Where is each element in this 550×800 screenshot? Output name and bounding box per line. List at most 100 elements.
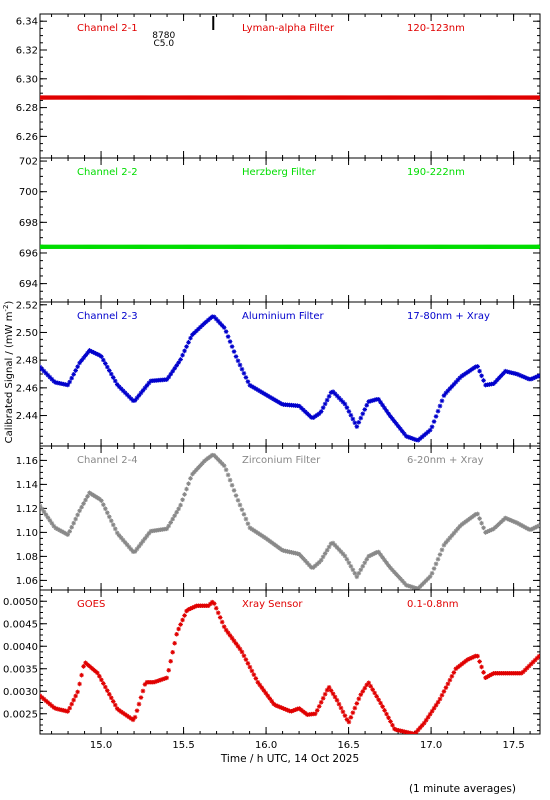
data-point (67, 379, 73, 385)
data-point (507, 517, 512, 522)
data-point (142, 682, 148, 687)
data-point (223, 627, 229, 633)
series-3 (40, 314, 540, 443)
data-point (249, 526, 255, 532)
data-point (178, 357, 183, 362)
data-point (457, 375, 463, 381)
data-point (497, 375, 502, 380)
data-point (475, 653, 480, 659)
data-point (421, 432, 427, 438)
data-point (279, 401, 284, 407)
data-point (435, 699, 441, 705)
data-point (299, 554, 304, 559)
data-point (481, 378, 486, 383)
filter-label: Herzberg Filter (242, 167, 317, 178)
data-point (275, 399, 280, 404)
data-point (255, 387, 261, 393)
data-point (400, 429, 405, 434)
data-point (413, 729, 419, 734)
data-point (275, 703, 280, 709)
data-point (192, 469, 197, 475)
data-point (364, 402, 370, 408)
data-point (477, 516, 482, 521)
data-point (463, 658, 469, 664)
data-point (217, 615, 223, 620)
y-tick-label: 1.12 (16, 504, 38, 515)
data-point (269, 540, 274, 545)
data-point (530, 375, 536, 381)
data-point (164, 526, 170, 532)
data-point (394, 572, 399, 577)
data-point (259, 533, 265, 538)
data-point (69, 701, 74, 707)
data-point (126, 714, 132, 720)
series-2 (40, 244, 540, 250)
data-point (116, 384, 122, 390)
data-point (332, 542, 338, 548)
data-point (168, 658, 173, 664)
data-point (479, 520, 484, 526)
data-point (431, 419, 437, 424)
data-point (534, 655, 540, 661)
data-point (251, 528, 257, 533)
data-point (372, 690, 377, 696)
data-point (229, 344, 235, 349)
y-tick-label: 1.06 (16, 576, 38, 587)
data-point (130, 717, 136, 723)
data-point (314, 708, 320, 713)
data-point (322, 401, 328, 407)
data-point (348, 412, 354, 418)
data-point (346, 719, 352, 725)
data-point (146, 531, 152, 536)
y-tick-label: 696 (19, 248, 38, 259)
data-point (221, 325, 227, 330)
data-point (259, 389, 265, 395)
x-tick-label: 17.0 (420, 740, 442, 751)
data-point (110, 375, 116, 380)
data-point (95, 495, 100, 501)
data-point (354, 574, 360, 580)
data-point (93, 668, 98, 674)
data-point (314, 561, 320, 567)
data-point (200, 460, 205, 466)
data-point (336, 701, 342, 707)
data-point (53, 525, 59, 531)
data-point (483, 530, 488, 535)
data-point (174, 363, 179, 368)
data-point (362, 685, 368, 691)
data-point (261, 391, 267, 396)
data-point (415, 437, 421, 443)
data-point (103, 684, 108, 690)
data-point (316, 704, 322, 709)
data-point (461, 660, 467, 665)
data-point (206, 455, 211, 461)
data-point (108, 518, 114, 524)
data-point (85, 350, 90, 356)
data-point (49, 703, 55, 709)
data-point (346, 409, 352, 414)
data-point (318, 557, 324, 563)
data-point (213, 316, 219, 322)
data-point (398, 576, 403, 582)
data-point (350, 416, 356, 422)
data-point (463, 519, 469, 524)
data-point (512, 371, 518, 376)
data-point (336, 395, 342, 401)
data-point (87, 348, 92, 353)
data-point (356, 571, 362, 576)
data-point (328, 541, 334, 546)
data-point (465, 369, 471, 375)
data-point (225, 472, 231, 478)
data-point (271, 541, 276, 547)
data-point (411, 436, 417, 442)
y-tick-label: 0.0045 (3, 619, 38, 630)
data-point (505, 516, 510, 522)
filter-label: Lyman-alpha Filter (242, 23, 335, 34)
data-point (196, 465, 201, 470)
data-point (342, 401, 348, 407)
data-point (471, 365, 476, 371)
x-tick-label: 16.0 (255, 740, 277, 751)
data-point (301, 556, 306, 561)
data-point (425, 714, 431, 720)
data-point (207, 601, 213, 607)
